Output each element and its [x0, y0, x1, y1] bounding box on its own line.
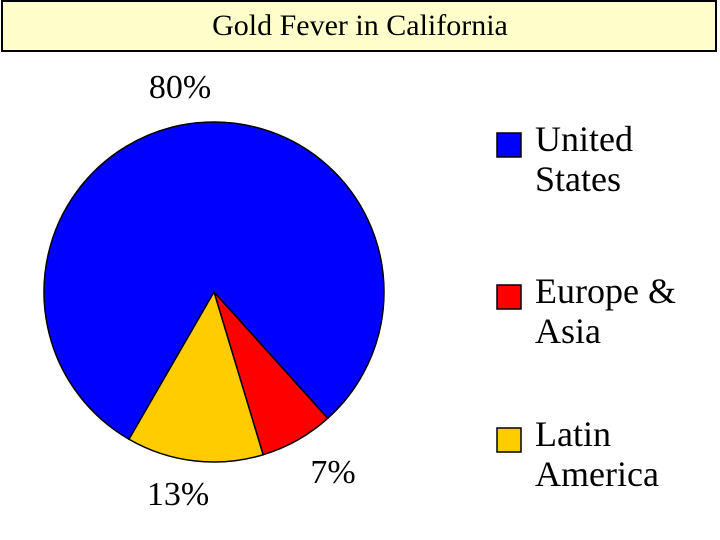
pie-slice — [127, 290, 265, 463]
legend-swatch — [496, 427, 522, 453]
legend-label: Latin America — [535, 414, 659, 494]
legend-swatch — [496, 284, 522, 310]
chart-title: Gold Fever in California — [212, 9, 508, 42]
legend-swatch — [496, 132, 522, 158]
data-label: 13% — [147, 476, 209, 513]
data-label: 80% — [149, 69, 211, 106]
data-label: 7% — [310, 454, 355, 491]
pie-slice — [43, 121, 385, 441]
title-box — [1, 0, 717, 52]
legend-label: United States — [535, 119, 633, 199]
legend-label: Europe & Asia — [535, 271, 676, 351]
